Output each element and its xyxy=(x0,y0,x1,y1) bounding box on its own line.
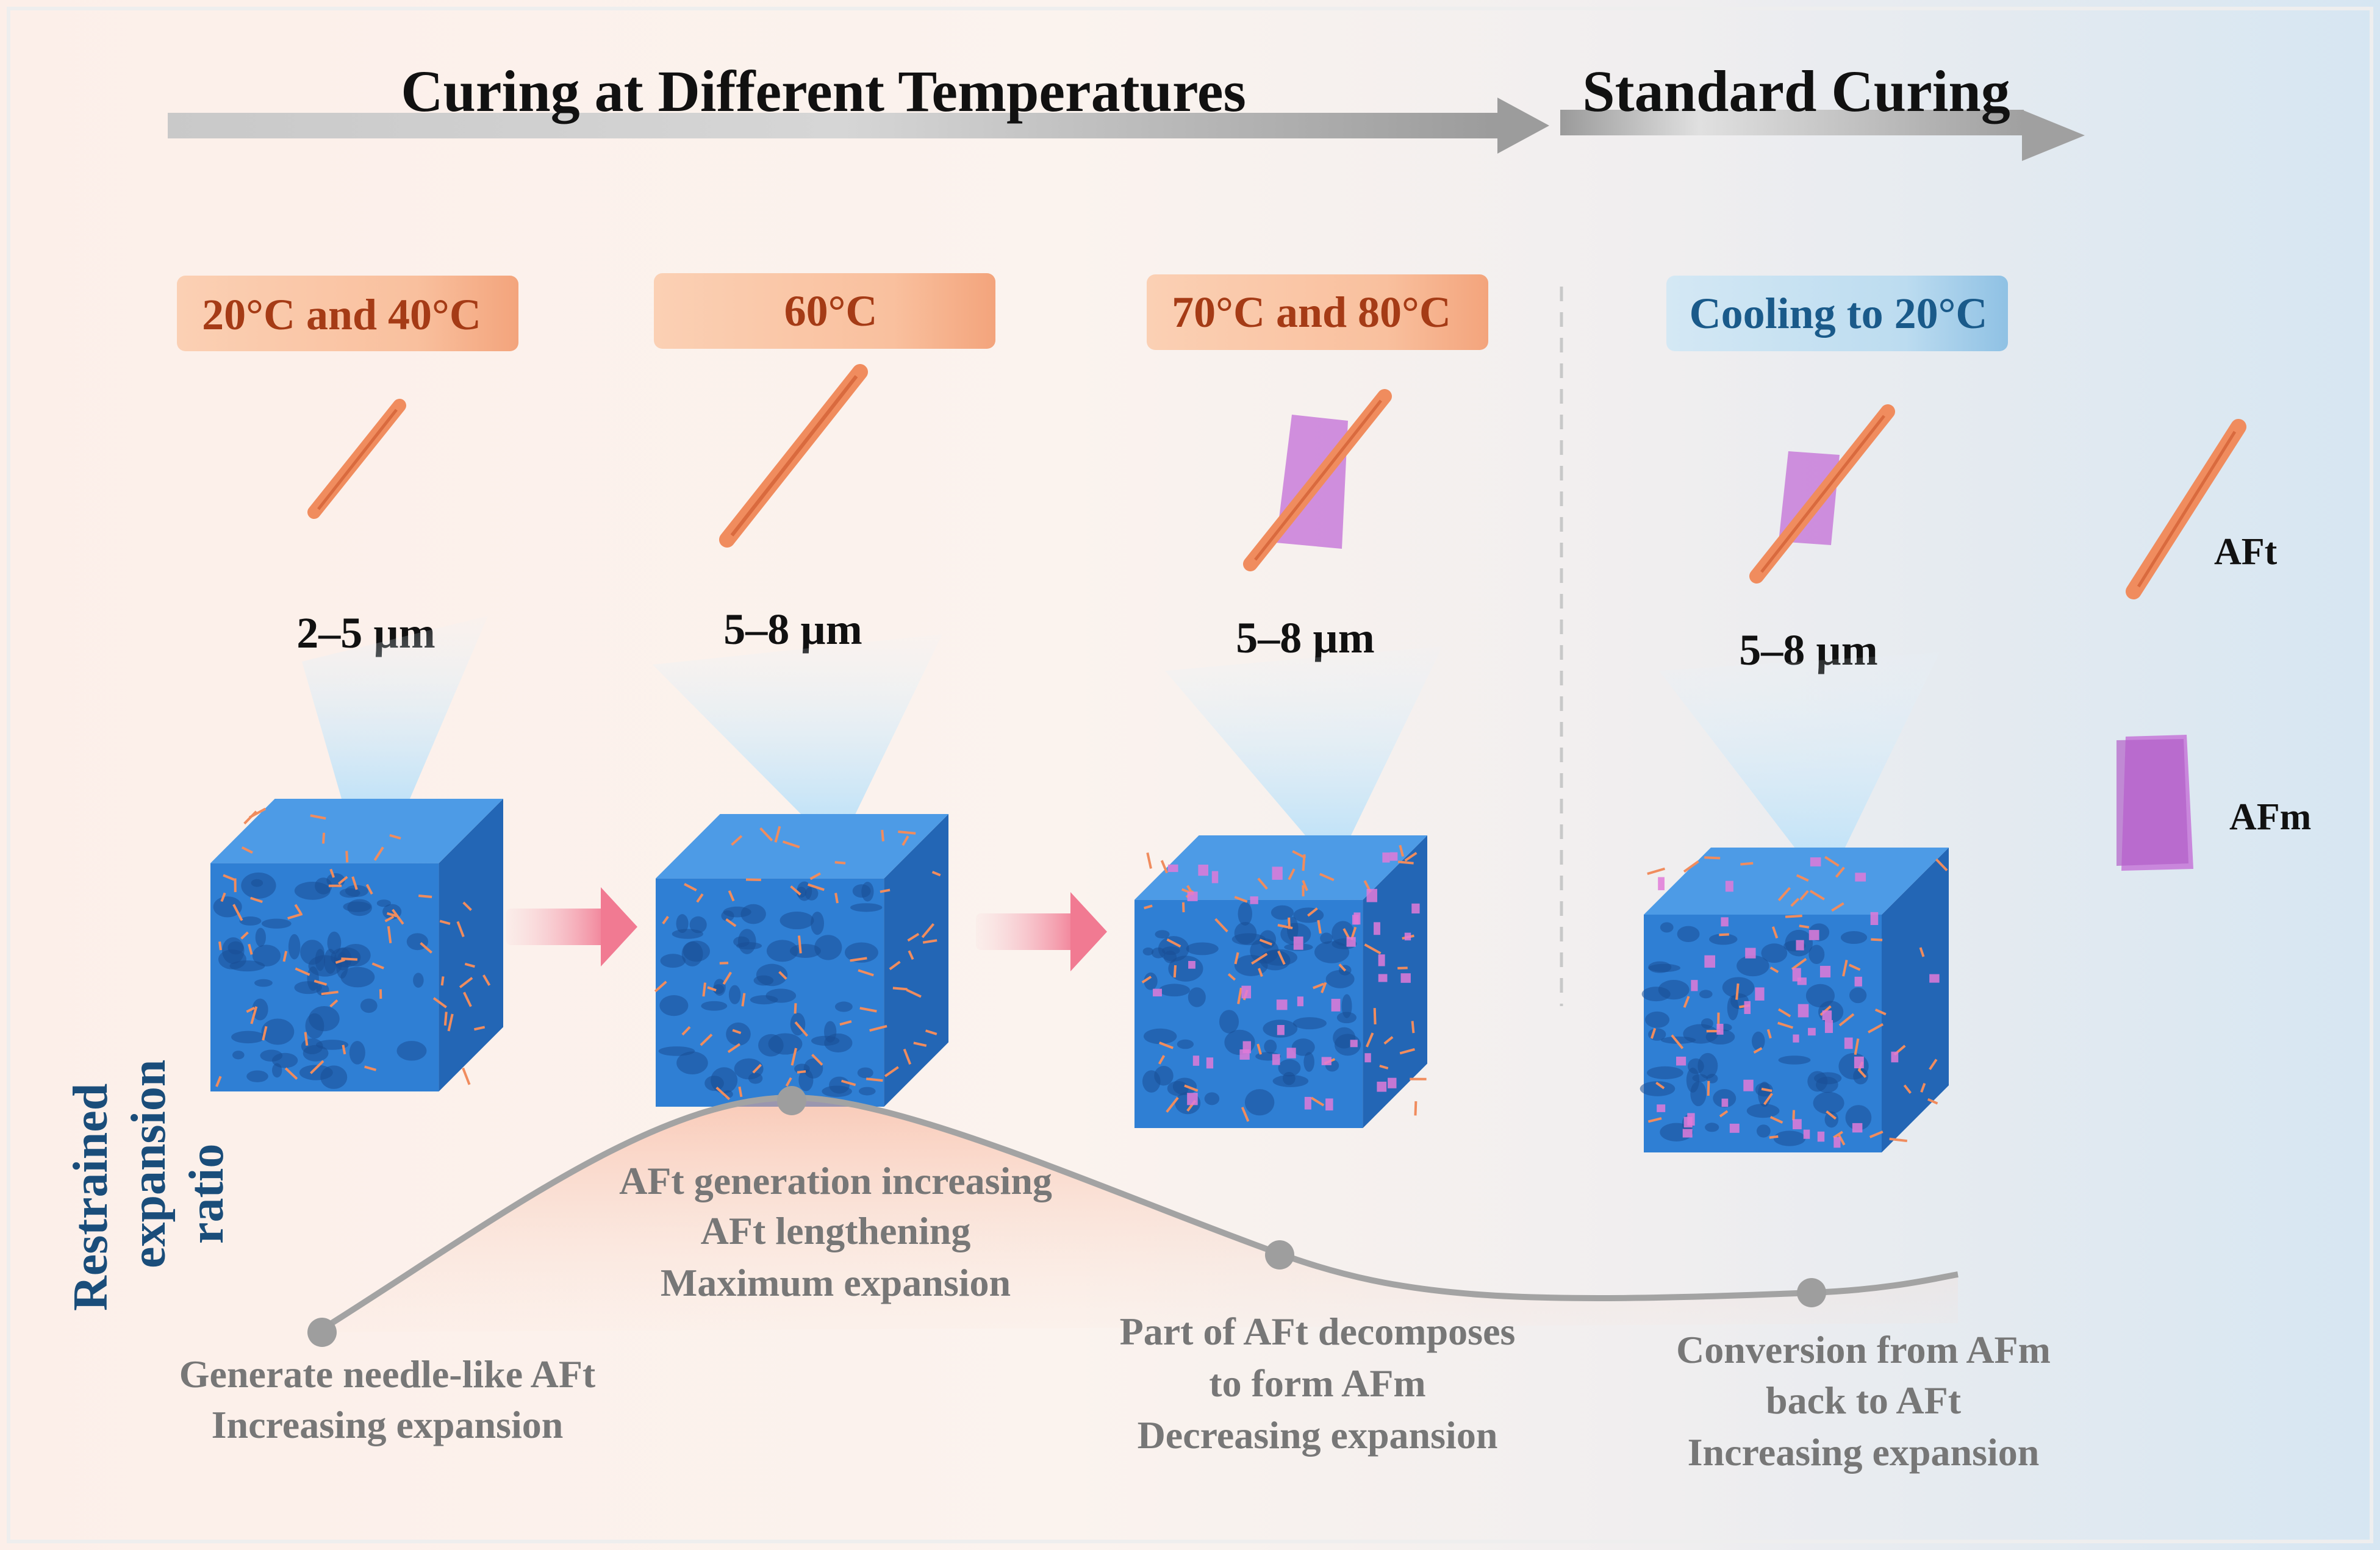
porous-cube-2 xyxy=(654,814,948,1107)
svg-text:back to AFt: back to AFt xyxy=(1766,1379,1962,1422)
svg-text:to form AFm: to form AFm xyxy=(1209,1362,1425,1405)
svg-text:60°C: 60°C xyxy=(784,287,878,335)
note-stage4: Conversion from AFm back to AFt Increasi… xyxy=(1676,1328,2051,1474)
timeline-arrow-left xyxy=(168,98,1549,154)
legend-afm-label: AFm xyxy=(2229,796,2311,838)
svg-text:Maximum expansion: Maximum expansion xyxy=(661,1261,1011,1304)
stage-label-20-40: 20°C and 40°C xyxy=(177,276,518,351)
title-different-temperatures: Curing at Different Temperatures xyxy=(401,59,1246,124)
transition-arrow-2 xyxy=(976,892,1107,971)
yaxis-label: Restrained xyxy=(64,1084,118,1311)
porous-cube-3 xyxy=(1134,835,1427,1128)
magnify-beam-1 xyxy=(302,616,488,799)
legend-aft-label: AFt xyxy=(2214,531,2278,573)
note-stage2: AFt generation increasing AFt lengthenin… xyxy=(619,1159,1052,1304)
svg-text:Increasing expansion: Increasing expansion xyxy=(212,1403,564,1446)
stage-label-60: 60°C xyxy=(654,273,995,349)
yaxis-label-line2: expansion xyxy=(122,1060,176,1268)
svg-text:Cooling to 20°C: Cooling to 20°C xyxy=(1690,289,1988,338)
stage-label-cooling: Cooling to 20°C xyxy=(1666,276,2008,351)
yaxis-label-line3: ratio xyxy=(180,1144,234,1244)
svg-text:AFt generation increasing: AFt generation increasing xyxy=(619,1159,1052,1202)
porous-cube-1 xyxy=(210,799,503,1091)
size-label-stage3: 5–8 µm xyxy=(1236,613,1374,662)
svg-text:expansion: expansion xyxy=(122,1060,176,1268)
svg-text:Conversion from AFm: Conversion from AFm xyxy=(1676,1328,2051,1371)
svg-text:Increasing expansion: Increasing expansion xyxy=(1688,1430,2040,1474)
curve-point-3 xyxy=(1265,1240,1294,1270)
afm-aft-crystal-cooling xyxy=(1749,404,1895,584)
svg-text:Restrained: Restrained xyxy=(64,1084,118,1311)
svg-text:AFt lengthening: AFt lengthening xyxy=(701,1209,971,1252)
afm-aft-crystal-70-80 xyxy=(1243,389,1392,571)
magnify-beam-2 xyxy=(653,634,942,817)
stage-label-70-80: 70°C and 80°C xyxy=(1147,274,1488,350)
curve-point-1 xyxy=(307,1318,337,1347)
note-stage3: Part of AFt decomposes to form AFm Decre… xyxy=(1120,1310,1516,1457)
aft-crystal-short xyxy=(307,399,406,519)
curve-point-4 xyxy=(1797,1278,1826,1307)
svg-text:Part of AFt decomposes: Part of AFt decomposes xyxy=(1120,1310,1516,1353)
magnify-beam-4 xyxy=(1659,652,1940,854)
note-stage1: Generate needle-like AFt Increasing expa… xyxy=(179,1352,596,1446)
svg-text:ratio: ratio xyxy=(180,1144,234,1244)
porous-cube-4 xyxy=(1640,848,1949,1152)
title-standard-curing: Standard Curing xyxy=(1582,59,2010,124)
curve-fill xyxy=(317,1098,1958,1332)
svg-text:70°C and 80°C: 70°C and 80°C xyxy=(1172,288,1451,337)
svg-text:Generate needle-like AFt: Generate needle-like AFt xyxy=(179,1352,596,1396)
aft-crystal-long xyxy=(719,364,868,548)
curve-point-2 xyxy=(777,1086,806,1115)
svg-text:Decreasing expansion: Decreasing expansion xyxy=(1138,1413,1498,1457)
transition-arrow-1 xyxy=(506,887,637,966)
magnify-beam-3 xyxy=(1165,646,1443,835)
frame xyxy=(7,7,2373,1543)
microstructure-cubes xyxy=(210,799,1949,1152)
legend-afm: AFm xyxy=(2117,735,2311,871)
legend-aft: AFt xyxy=(2126,419,2278,599)
timeline-arrow-right xyxy=(1560,110,2085,161)
svg-text:20°C and 40°C: 20°C and 40°C xyxy=(202,290,481,339)
